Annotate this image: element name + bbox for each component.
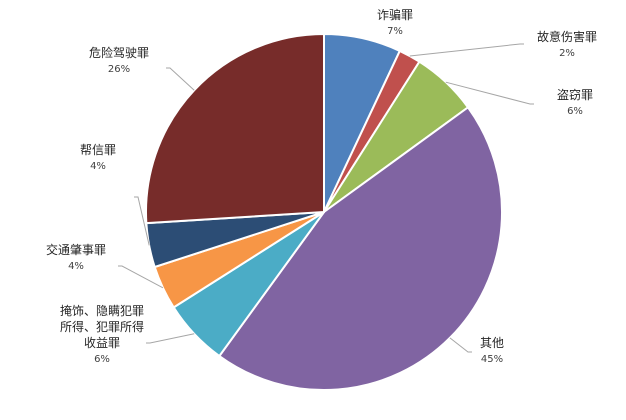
- slice-label: 交通肇事罪 4%: [46, 242, 106, 272]
- slice-label-value: 6%: [567, 106, 583, 117]
- leader-line: [166, 67, 195, 91]
- slice-label-name: 盗窃罪: [557, 87, 593, 102]
- slice-label-name: 所得、犯罪所得: [60, 319, 144, 334]
- slice-label-name: 其他: [480, 336, 504, 350]
- leader-lines: [118, 43, 534, 353]
- slice-label: 盗窃罪 6%: [557, 87, 593, 117]
- slice-label-value: 2%: [559, 48, 575, 59]
- slice-label-value: 6%: [94, 354, 110, 365]
- leader-line: [409, 43, 524, 57]
- leader-line: [449, 337, 472, 353]
- slice-label: 危险驾驶罪 26%: [89, 45, 149, 75]
- slice-label-name: 帮信罪: [80, 143, 116, 157]
- slice-labels: 诈骗罪 7% 故意伤害罪 2% 盗窃罪 6% 其他 45% 掩饰、隐瞒犯罪所得、犯罪所得收益罪 6…: [46, 7, 597, 365]
- slice-label-value: 26%: [108, 64, 130, 75]
- slice-label-name: 危险驾驶罪: [89, 45, 149, 60]
- slice-label-name: 故意伤害罪: [537, 29, 597, 44]
- pie-slices: [144, 32, 504, 392]
- pie-slice: [144, 32, 325, 225]
- slice-label: 掩饰、隐瞒犯罪所得、犯罪所得收益罪 6%: [60, 304, 144, 365]
- leader-line: [445, 81, 534, 105]
- leader-line: [118, 265, 164, 289]
- slice-label-name: 掩饰、隐瞒犯罪: [60, 304, 144, 318]
- slice-label: 其他 45%: [480, 336, 504, 365]
- slice-label-value: 45%: [481, 354, 503, 365]
- leader-line: [146, 333, 195, 344]
- slice-label-value: 4%: [68, 261, 84, 272]
- slice-label-value: 4%: [90, 161, 106, 172]
- leader-line: [134, 196, 150, 246]
- slice-label: 诈骗罪 7%: [377, 7, 413, 37]
- slice-label: 故意伤害罪 2%: [537, 29, 597, 59]
- slice-label: 帮信罪 4%: [80, 143, 116, 172]
- slice-label-name: 诈骗罪: [377, 7, 413, 22]
- slice-label-name: 收益罪: [84, 336, 120, 350]
- slice-label-name: 交通肇事罪: [46, 242, 106, 257]
- slice-label-value: 7%: [387, 26, 403, 37]
- pie-slice: [217, 105, 504, 392]
